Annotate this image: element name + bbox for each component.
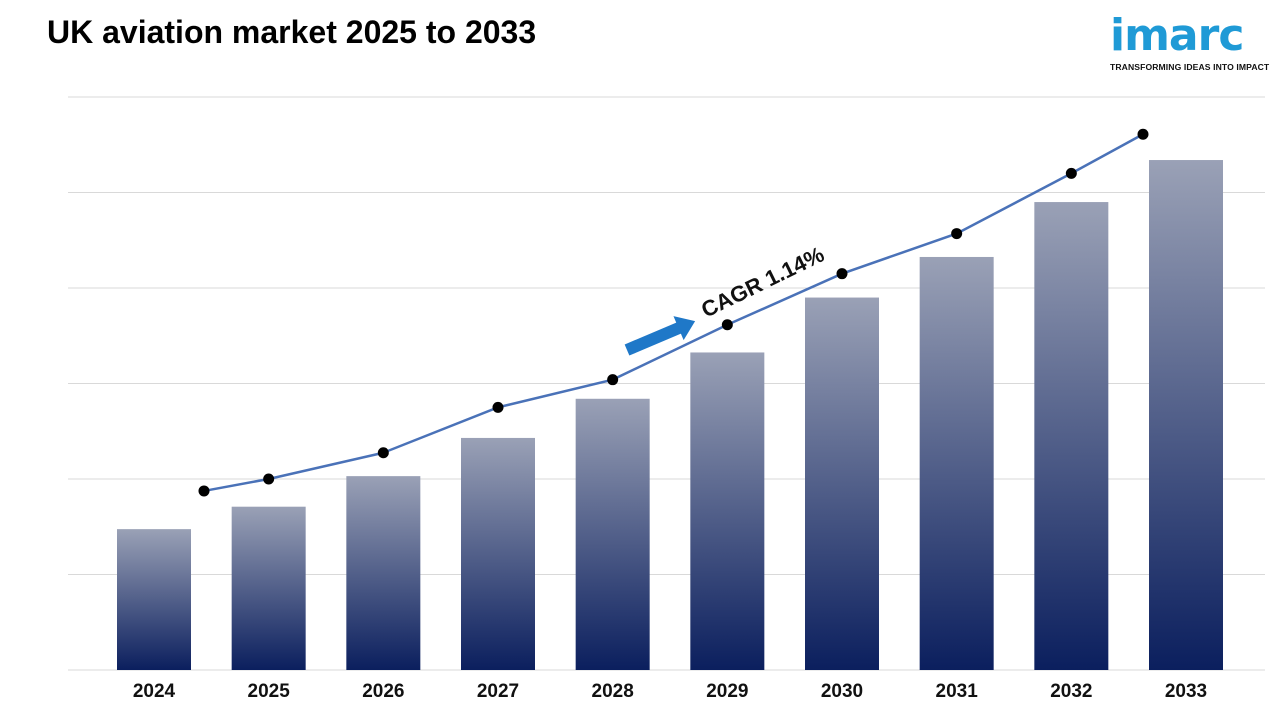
trend-line [198,128,1149,497]
cagr-arrow-icon [624,316,696,356]
bar-2032 [1034,202,1109,671]
bar-2025 [231,506,306,670]
bar-2028 [575,398,650,670]
trend-point-2026 [377,447,389,459]
trend-point-2031 [951,228,963,240]
logo-tagline: TRANSFORMING IDEAS INTO IMPACT [1110,62,1270,72]
x-tick-label: 2028 [592,681,634,702]
chart-title: UK aviation market 2025 to 2033 [47,14,537,50]
trend-point-2024 [198,485,210,497]
x-tick-label: 2033 [1165,681,1207,702]
cagr-annotation: CAGR 1.14% [624,242,828,356]
bar-2024 [117,529,191,670]
x-tick-label: 2024 [133,681,176,702]
trend-point-2028 [607,374,619,386]
x-tick-label: 2025 [248,681,291,702]
x-axis-labels: 2024 2025 2026 2027 2028 2029 2030 2031 2032 2033 [133,681,1207,702]
trend-point-2030 [836,268,848,280]
trend-line-path [203,133,1144,493]
x-tick-label: 2026 [362,681,404,702]
bar-2029 [690,352,765,670]
trend-point-2033 [1137,128,1149,140]
bar-2026 [346,476,421,670]
x-tick-label: 2032 [1050,681,1092,702]
bar-2031 [919,256,994,670]
bar-2030 [805,297,879,670]
bar-2027 [461,437,535,670]
trend-point-2029 [721,319,733,331]
imarc-logo: imarc TRANSFORMING IDEAS INTO IMPACT [1110,8,1270,72]
trend-point-2027 [492,401,504,413]
bars [117,160,1223,671]
bar-2033 [1149,160,1223,670]
trend-point-2032 [1065,167,1077,179]
x-tick-label: 2027 [477,681,519,702]
x-tick-label: 2029 [706,681,748,702]
logo-wordmark: imarc [1110,10,1244,61]
x-tick-label: 2031 [936,681,979,702]
x-tick-label: 2030 [821,681,863,702]
trend-point-2025 [263,473,275,485]
